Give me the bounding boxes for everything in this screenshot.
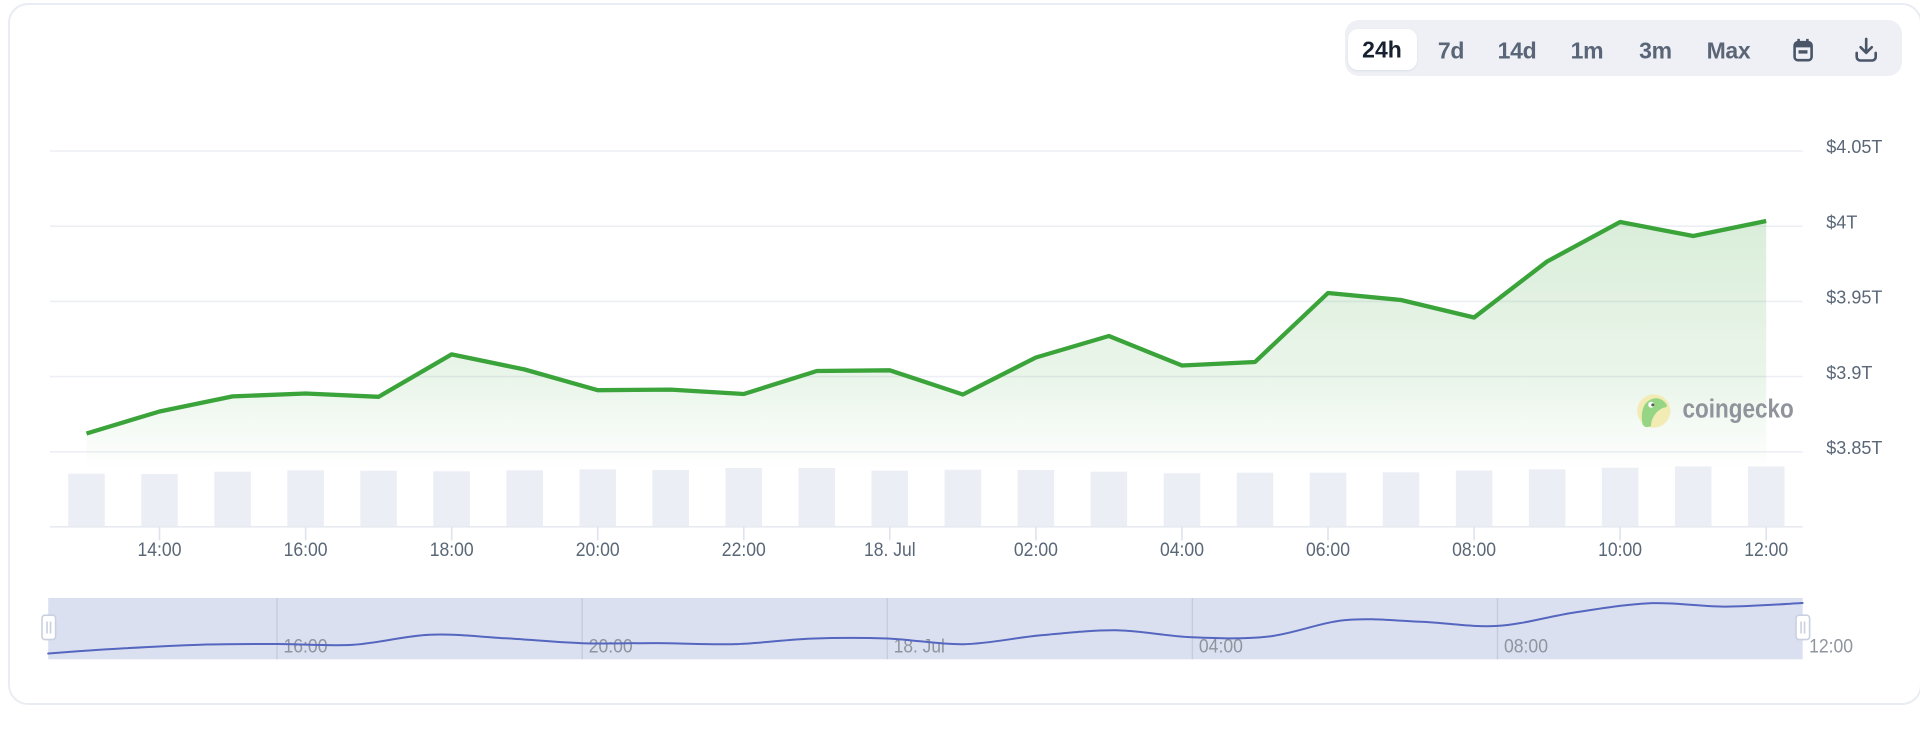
svg-text:10:00: 10:00 — [1598, 539, 1642, 561]
svg-text:22:00: 22:00 — [722, 539, 766, 561]
svg-text:18. Jul: 18. Jul — [894, 636, 945, 658]
svg-text:14:00: 14:00 — [138, 539, 182, 561]
svg-text:08:00: 08:00 — [1504, 636, 1548, 658]
svg-text:04:00: 04:00 — [1199, 636, 1243, 658]
svg-text:12:00: 12:00 — [1744, 539, 1788, 561]
svg-text:16:00: 16:00 — [284, 539, 328, 561]
svg-text:$3.95T: $3.95T — [1826, 288, 1882, 308]
svg-text:$3.85T: $3.85T — [1826, 438, 1882, 458]
svg-text:$4T: $4T — [1826, 212, 1857, 232]
svg-text:coingecko: coingecko — [1683, 396, 1794, 424]
svg-text:$4.05T: $4.05T — [1826, 137, 1882, 157]
svg-text:08:00: 08:00 — [1452, 539, 1496, 561]
svg-text:06:00: 06:00 — [1306, 539, 1350, 561]
svg-text:12:00: 12:00 — [1809, 636, 1853, 658]
svg-text:20:00: 20:00 — [576, 539, 620, 561]
svg-text:18:00: 18:00 — [430, 539, 474, 561]
svg-text:18. Jul: 18. Jul — [864, 539, 916, 561]
svg-text:$3.9T: $3.9T — [1826, 363, 1872, 383]
svg-text:04:00: 04:00 — [1160, 539, 1204, 561]
svg-text:02:00: 02:00 — [1014, 539, 1058, 561]
svg-text:16:00: 16:00 — [284, 636, 328, 658]
svg-text:20:00: 20:00 — [589, 636, 633, 658]
